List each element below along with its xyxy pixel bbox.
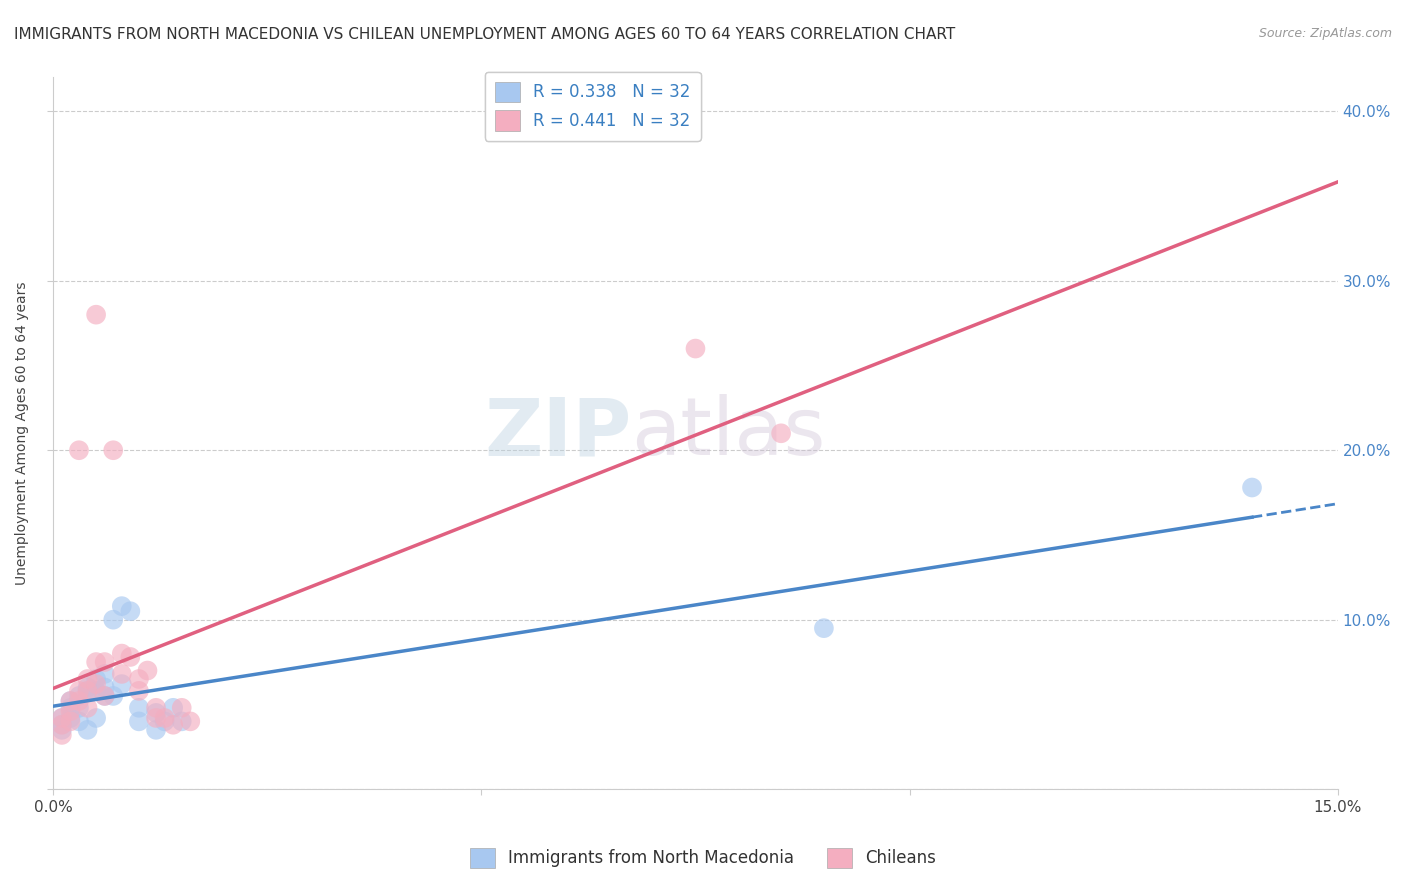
Point [179, 714, 201, 729]
Point [59, 711, 82, 725]
Point [51, 711, 73, 725]
Point [128, 672, 150, 686]
Legend: Immigrants from North Macedonia, Chileans: Immigrants from North Macedonia, Chilean… [463, 841, 943, 875]
Point [51, 723, 73, 737]
Point [111, 677, 134, 691]
Point [51, 711, 73, 725]
Text: IMMIGRANTS FROM NORTH MACEDONIA VS CHILEAN UNEMPLOYMENT AMONG AGES 60 TO 64 YEAR: IMMIGRANTS FROM NORTH MACEDONIA VS CHILE… [14, 27, 955, 42]
Point [84, 711, 107, 725]
Point [153, 711, 176, 725]
Point [67, 701, 90, 715]
Point [1240, 481, 1263, 495]
Point [93, 655, 115, 669]
Point [59, 704, 82, 718]
Point [67, 714, 90, 729]
Point [120, 650, 142, 665]
Point [67, 694, 90, 708]
Point [170, 714, 193, 729]
Point [111, 599, 134, 614]
Point [93, 689, 115, 703]
Point [145, 701, 167, 715]
Point [103, 613, 125, 627]
Point [76, 723, 98, 737]
Point [813, 621, 835, 635]
Point [145, 723, 167, 737]
Point [770, 426, 793, 441]
Point [170, 701, 193, 715]
Point [51, 718, 73, 732]
Point [103, 689, 125, 703]
Point [76, 681, 98, 695]
Y-axis label: Unemployment Among Ages 60 to 64 years: Unemployment Among Ages 60 to 64 years [15, 282, 30, 585]
Point [59, 694, 82, 708]
Point [67, 443, 90, 458]
Point [67, 684, 90, 698]
Point [84, 308, 107, 322]
Point [128, 684, 150, 698]
Text: ZIP: ZIP [484, 394, 631, 472]
Point [76, 672, 98, 686]
Point [120, 604, 142, 618]
Point [51, 728, 73, 742]
Point [145, 706, 167, 720]
Text: Source: ZipAtlas.com: Source: ZipAtlas.com [1258, 27, 1392, 40]
Point [162, 701, 184, 715]
Legend: R = 0.338   N = 32, R = 0.441   N = 32: R = 0.338 N = 32, R = 0.441 N = 32 [485, 71, 700, 141]
Point [162, 718, 184, 732]
Point [103, 443, 125, 458]
Point [84, 655, 107, 669]
Point [84, 672, 107, 686]
Point [128, 714, 150, 729]
Point [76, 684, 98, 698]
Point [76, 701, 98, 715]
Point [111, 667, 134, 681]
Point [93, 667, 115, 681]
Point [84, 684, 107, 698]
Point [145, 711, 167, 725]
Point [93, 689, 115, 703]
Point [59, 714, 82, 729]
Point [51, 718, 73, 732]
Point [93, 681, 115, 695]
Text: atlas: atlas [631, 394, 825, 472]
Point [76, 684, 98, 698]
Point [59, 701, 82, 715]
Point [84, 677, 107, 691]
Point [136, 664, 159, 678]
Point [153, 714, 176, 729]
Point [685, 342, 707, 356]
Point [128, 701, 150, 715]
Point [111, 647, 134, 661]
Point [59, 694, 82, 708]
Point [67, 689, 90, 703]
